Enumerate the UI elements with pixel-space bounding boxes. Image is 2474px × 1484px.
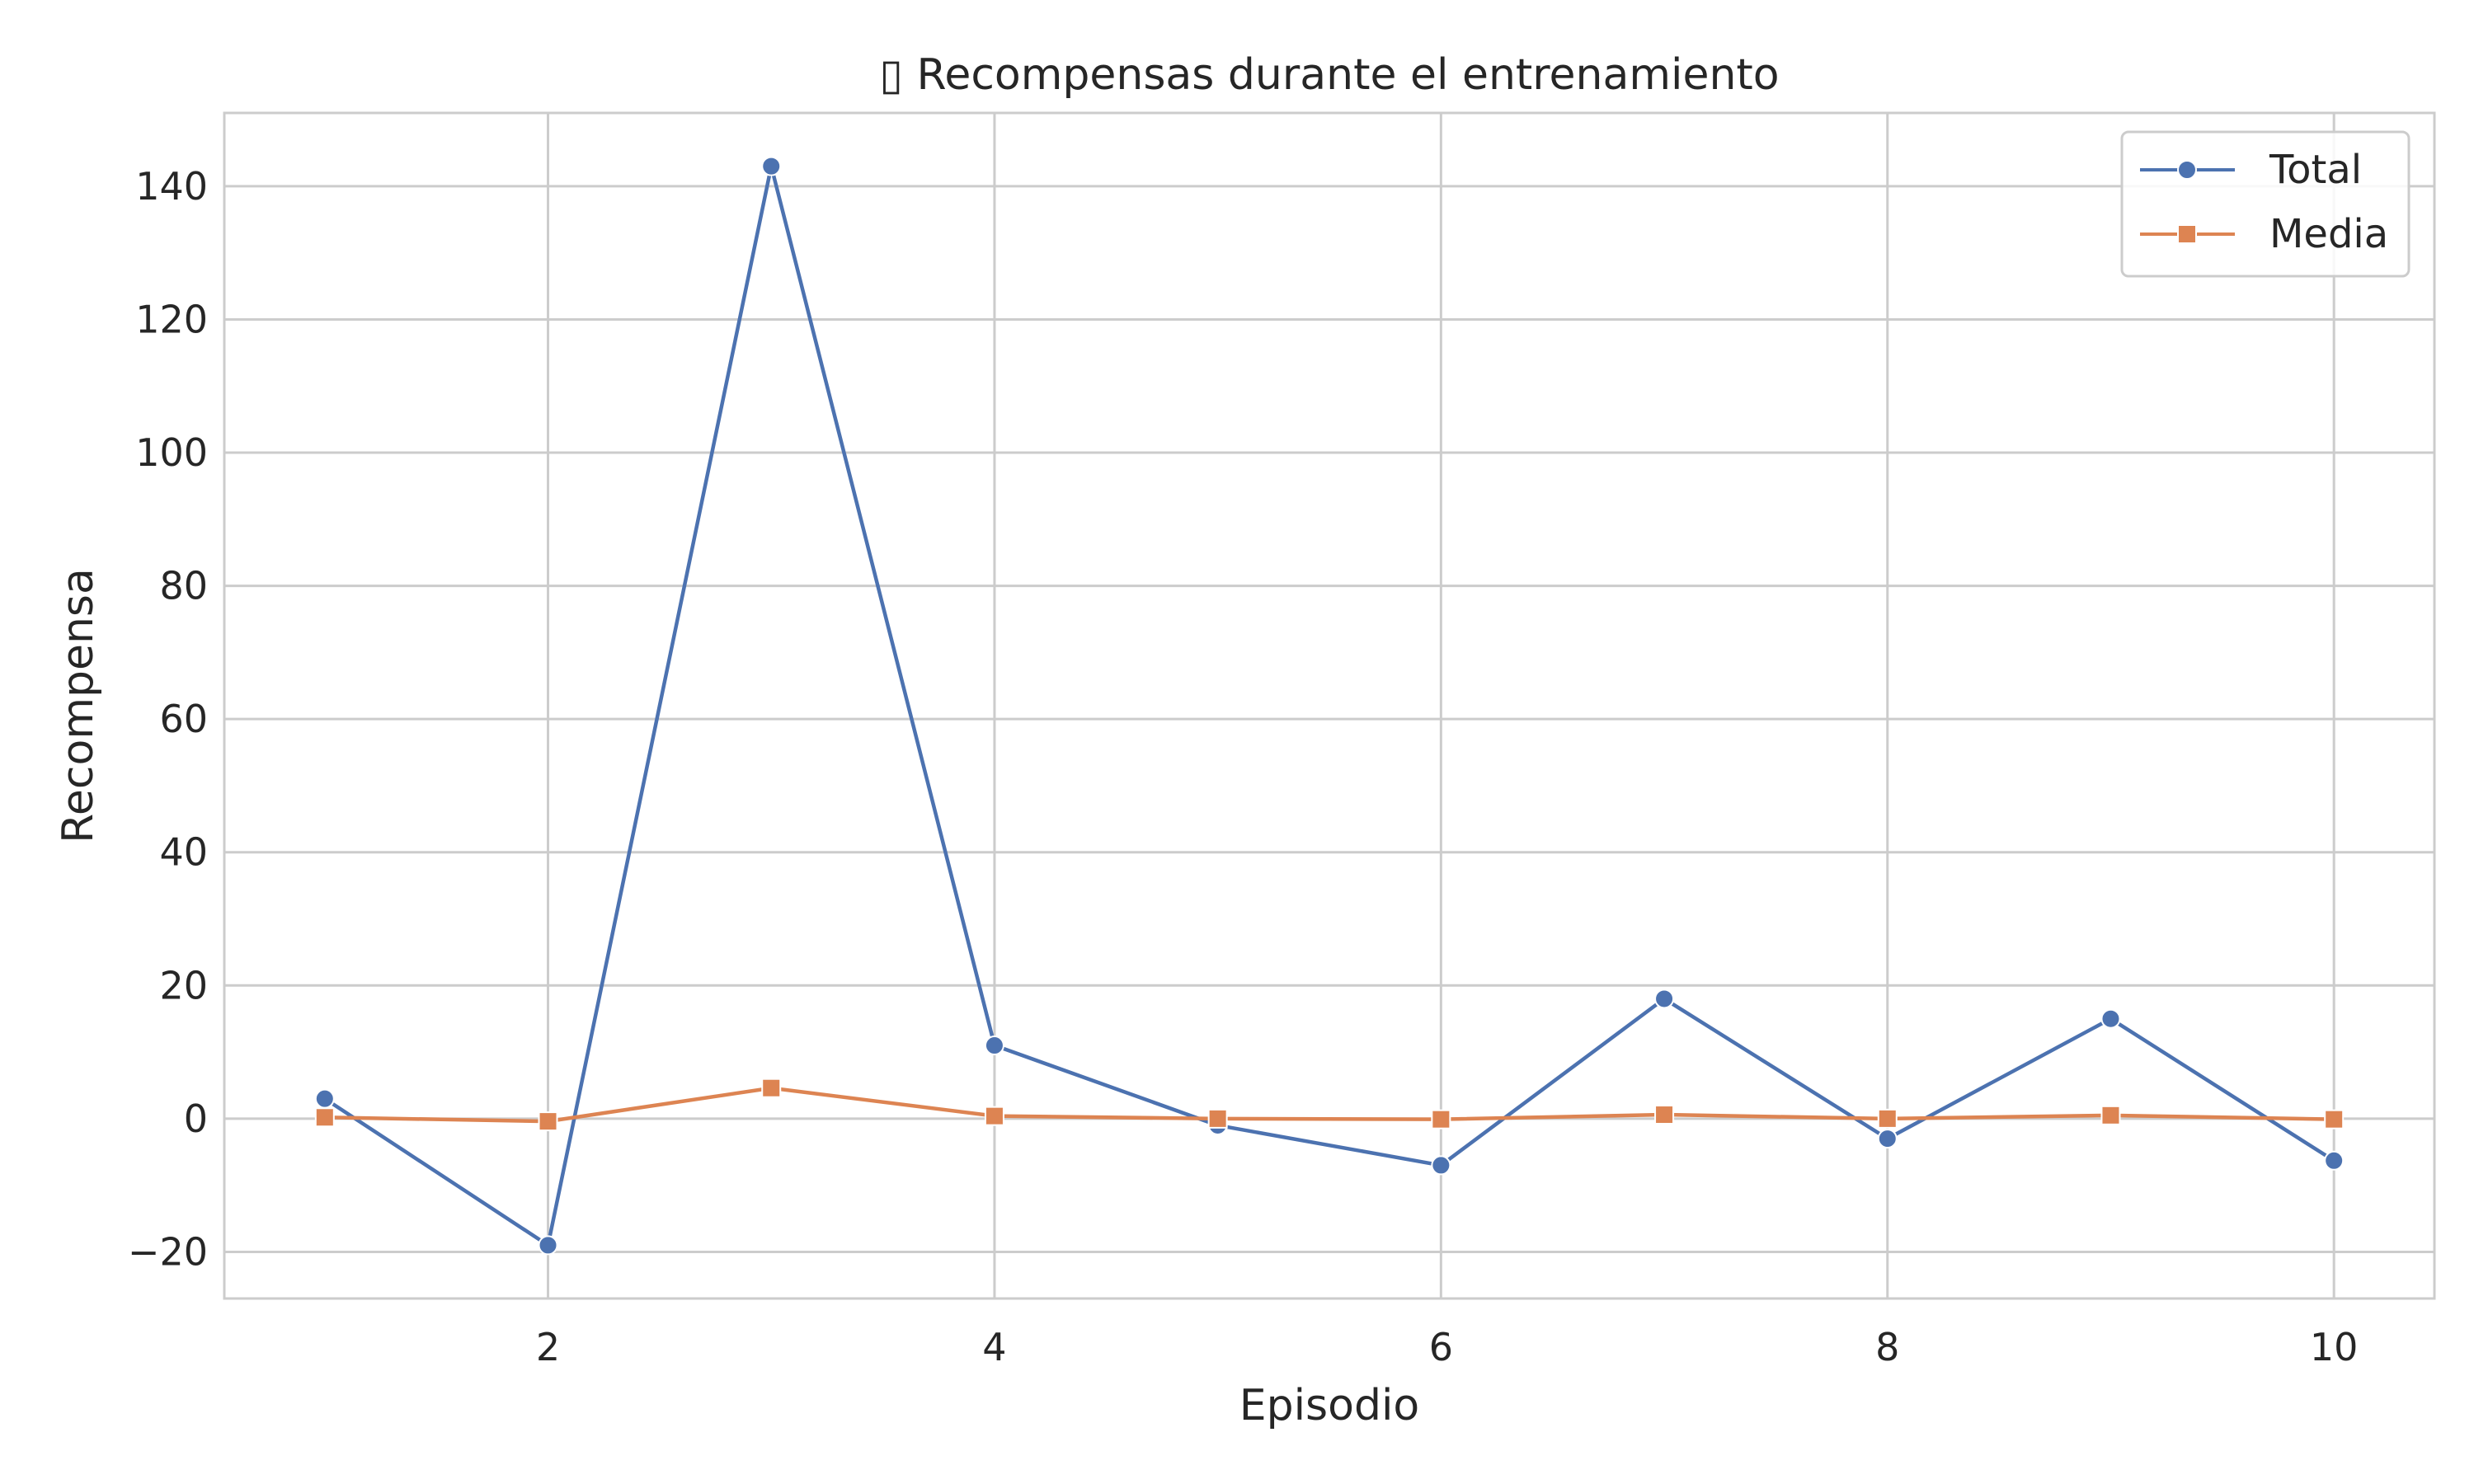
data-point-total [761,156,782,176]
legend-label-total: Total [2269,147,2362,193]
series-line-total [323,164,2335,1247]
data-point-media [1654,1105,1675,1125]
legend-marker-media [2177,224,2197,244]
y-tick-label: 140 [135,164,208,209]
data-point-total [1654,989,1675,1009]
chart-title: ▯ Recompensas durante el entrenamiento [879,50,1779,100]
y-tick-label: −20 [128,1229,208,1274]
data-point-media [538,1111,558,1132]
x-tick-label: 4 [982,1325,1006,1369]
data-point-media [1431,1109,1451,1129]
x-tick-label: 2 [536,1325,560,1369]
data-point-total [1431,1155,1451,1176]
y-axis-label: Recompensa [54,568,103,843]
y-tick-label: 60 [159,697,208,741]
x-tick-label: 8 [1875,1325,1899,1369]
data-point-media [314,1107,335,1128]
legend-marker-total [2177,160,2197,180]
data-point-total [538,1235,558,1256]
y-tick-label: 120 [135,297,208,341]
data-point-media [1207,1108,1228,1129]
data-point-total [314,1088,335,1109]
y-tick-label: 20 [159,963,208,1007]
data-point-total [984,1036,1004,1056]
plot-frame [223,111,2436,1300]
data-point-media [2324,1109,2345,1129]
data-point-media [761,1078,782,1098]
data-point-total [1877,1129,1898,1149]
data-point-media [2100,1105,2121,1125]
legend-label-media: Media [2269,211,2388,257]
series-line-media [324,1086,2335,1124]
data-point-total [2100,1008,2121,1029]
y-tick-label: 0 [184,1097,208,1141]
x-tick-label: 10 [2310,1325,2359,1369]
grid-lines [224,113,2434,1298]
y-tick-label: 80 [159,564,208,608]
data-point-media [1877,1108,1898,1129]
data-point-total [2324,1150,2345,1171]
series-total [314,156,2345,1256]
y-tick-label: 40 [159,830,208,875]
x-tick-label: 6 [1429,1325,1453,1369]
legend: Total Media [2120,130,2411,278]
data-series [314,156,2345,1256]
series-media [314,1078,2345,1132]
x-axis-label: Episodio [1239,1381,1420,1430]
data-point-media [984,1106,1004,1126]
tick-labels: 2 4 6 8 10 −20 0 20 40 60 80 100 120 140 [128,164,2359,1369]
y-tick-label: 100 [135,430,208,475]
